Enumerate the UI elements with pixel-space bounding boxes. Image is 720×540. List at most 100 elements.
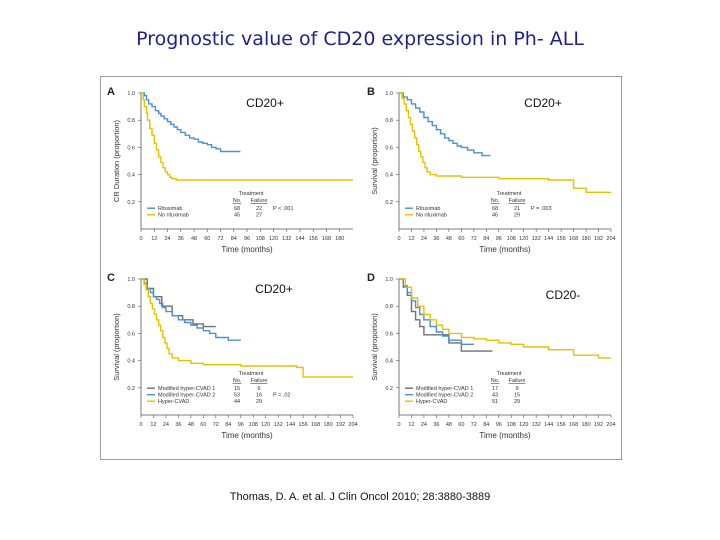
x-tick-label: 156 [299,422,308,428]
slide-title: Prognostic value of CD20 expression in P… [136,28,584,50]
legend-series-name: Rituximab [416,206,440,212]
legend-n: 15 [234,386,240,392]
x-tick-label: 48 [446,236,452,242]
y-tick-label: 0.4 [385,173,393,179]
x-tick-label: 204 [606,236,615,242]
y-tick-label: 0.8 [127,118,135,124]
y-tick-label: 0.2 [127,200,135,206]
x-tick-label: 24 [421,236,427,242]
x-tick-label: 144 [544,236,553,242]
legend-title: Treatment [239,371,264,377]
legend-title: Treatment [239,191,264,197]
x-axis-label: Time (months) [221,431,273,440]
x-tick-label: 36 [433,236,439,242]
x-tick-label: 60 [204,236,210,242]
panel-letter: C [107,272,115,284]
legend-n: 68 [492,206,498,212]
legend-series-name: Hyper-CVAD [416,399,447,405]
x-tick-label: 48 [191,236,197,242]
y-axis-label: Survival (proportion) [370,127,379,195]
panel-d: D CD20- 0.2 0.4 0.6 0.8 1.0 0 12 24 36 48 60 72 84 96 10… [367,272,616,440]
x-tick-label: 84 [483,422,489,428]
x-tick-label: 180 [335,236,344,242]
y-tick-label: 0.6 [385,145,393,151]
legend-n: 17 [492,386,498,392]
x-tick-label: 108 [507,236,516,242]
x-tick-label: 84 [231,236,237,242]
x-tick-label: 132 [532,422,541,428]
x-tick-label: 96 [244,236,250,242]
x-tick-label: 168 [322,236,331,242]
legend-n: 45 [234,213,240,219]
x-tick-label: 60 [458,236,464,242]
x-tick-label: 36 [178,236,184,242]
x-tick-label: 12 [408,422,414,428]
legend-failure: 22 [256,206,262,212]
x-tick-label: 156 [309,236,318,242]
km-curve-2 [141,278,241,341]
x-tick-label: 36 [433,422,439,428]
y-tick-label: 0.2 [127,386,135,392]
p-value: P < .001 [273,206,294,212]
legend-title: Treatment [497,191,522,197]
x-tick-label: 72 [213,422,219,428]
x-tick-label: 96 [238,422,244,428]
legend-n: 51 [492,399,498,405]
y-tick-label: 0.6 [127,145,135,151]
cd20-label: CD20- [546,288,581,302]
cd20-label: CD20+ [255,282,293,296]
p-value: P = .003 [531,206,552,212]
legend-failure: 6 [257,386,260,392]
panel-c: C CD20+ 0.2 0.4 0.6 0.8 1.0 0 12 24 36 48 60 72 84 96 10… [107,272,358,440]
x-tick-label: 120 [519,422,528,428]
x-tick-label: 180 [581,422,590,428]
x-tick-label: 168 [569,422,578,428]
cd20-label: CD20+ [246,96,284,110]
legend-n: 46 [492,213,498,219]
x-tick-label: 72 [471,422,477,428]
x-axis-label: Time (months) [221,245,273,254]
y-tick-label: 0.6 [385,331,393,337]
y-tick-label: 0.4 [127,359,135,365]
legend-col-no: No. [233,378,242,384]
km-curve-2 [399,92,611,193]
legend-series-name: Modified hyper-CVAD 2 [158,393,215,399]
cd20-label: CD20+ [524,96,562,110]
x-tick-label: 204 [606,422,615,428]
x-tick-label: 120 [261,422,270,428]
x-tick-label: 36 [175,422,181,428]
x-tick-label: 96 [496,422,502,428]
legend-col-no: No. [491,198,500,204]
y-tick-label: 1.0 [385,91,393,97]
km-curve-2 [141,92,353,181]
x-tick-label: 168 [569,236,578,242]
y-tick-label: 0.4 [385,359,393,365]
legend-col-failure: Failure [251,198,268,204]
x-tick-label: 168 [311,422,320,428]
x-tick-label: 0 [139,422,142,428]
legend-series-name: Modified hyper-CVAD 1 [416,386,473,392]
legend-failure: 21 [514,206,520,212]
km-curve-3 [141,278,353,378]
legend-col-failure: Failure [251,378,268,384]
legend-n: 68 [234,206,240,212]
legend-title: Treatment [497,371,522,377]
legend-col-no: No. [491,378,500,384]
panel-letter: D [367,272,375,284]
legend-failure: 15 [514,393,520,399]
x-tick-label: 48 [446,422,452,428]
legend-failure: 29 [514,213,520,219]
x-tick-label: 84 [483,236,489,242]
x-tick-label: 180 [581,236,590,242]
legend-series-name: Modified hyper-CVAD 1 [158,386,215,392]
panel-b: B CD20+ 0.2 0.4 0.6 0.8 1.0 0 12 24 36 48 60 72 84 96 10… [367,86,616,254]
x-tick-label: 204 [348,422,357,428]
x-tick-label: 12 [150,422,156,428]
x-tick-label: 24 [163,422,169,428]
x-tick-label: 132 [274,422,283,428]
citation: Thomas, D. A. et al. J Clin Oncol 2010; … [229,491,491,503]
x-tick-label: 0 [397,422,400,428]
legend-col-failure: Failure [509,198,526,204]
legend-failure: 29 [256,399,262,405]
